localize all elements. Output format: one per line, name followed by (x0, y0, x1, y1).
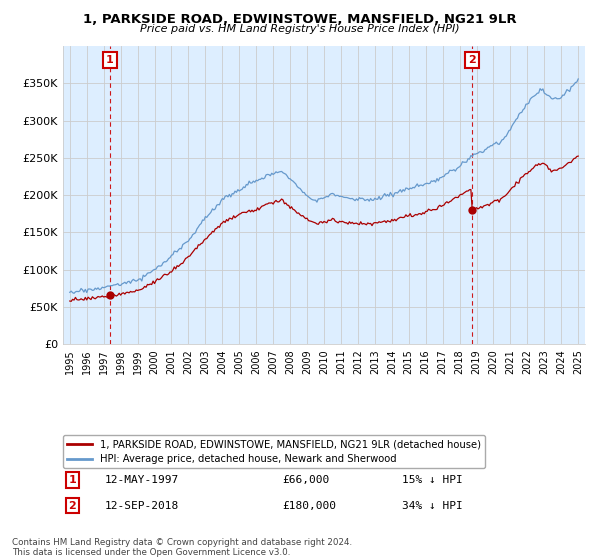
Text: 1: 1 (68, 475, 76, 485)
Text: 15% ↓ HPI: 15% ↓ HPI (403, 475, 463, 485)
Text: £66,000: £66,000 (282, 475, 329, 485)
Text: Contains HM Land Registry data © Crown copyright and database right 2024.
This d: Contains HM Land Registry data © Crown c… (12, 538, 352, 557)
Text: 34% ↓ HPI: 34% ↓ HPI (403, 501, 463, 511)
Text: 2: 2 (68, 501, 76, 511)
Text: 12-SEP-2018: 12-SEP-2018 (105, 501, 179, 511)
Text: Price paid vs. HM Land Registry's House Price Index (HPI): Price paid vs. HM Land Registry's House … (140, 24, 460, 34)
Text: 12-MAY-1997: 12-MAY-1997 (105, 475, 179, 485)
Text: 1, PARKSIDE ROAD, EDWINSTOWE, MANSFIELD, NG21 9LR: 1, PARKSIDE ROAD, EDWINSTOWE, MANSFIELD,… (83, 13, 517, 26)
Text: 2: 2 (468, 55, 475, 65)
Legend: 1, PARKSIDE ROAD, EDWINSTOWE, MANSFIELD, NG21 9LR (detached house), HPI: Average: 1, PARKSIDE ROAD, EDWINSTOWE, MANSFIELD,… (63, 436, 485, 468)
Text: £180,000: £180,000 (282, 501, 336, 511)
Text: 1: 1 (106, 55, 114, 65)
